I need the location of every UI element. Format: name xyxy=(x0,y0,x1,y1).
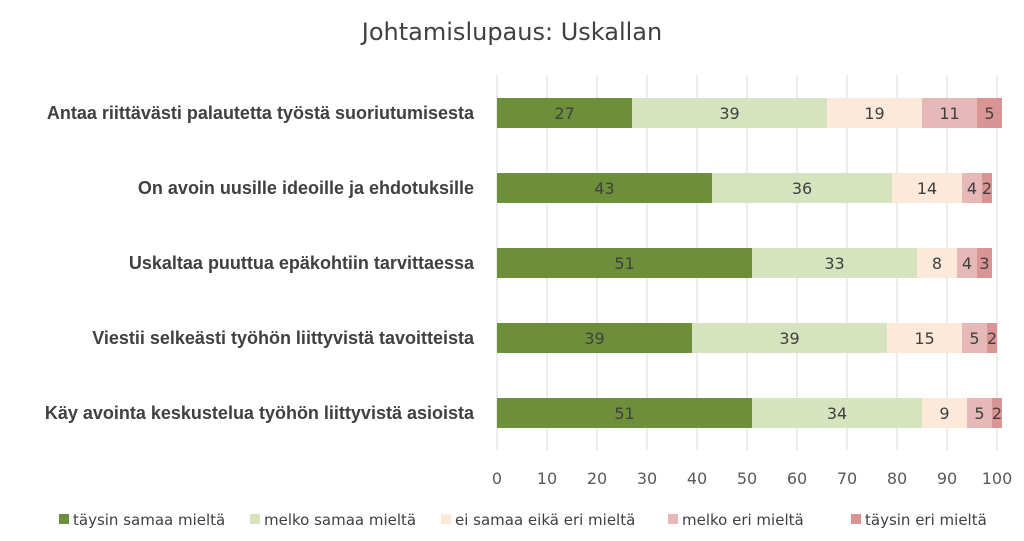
x-axis-ticks: 0 10 20 30 40 50 60 70 80 90 100 xyxy=(492,469,1012,488)
x-tick-label: 50 xyxy=(737,469,757,488)
legend-label: täysin samaa mieltä xyxy=(73,511,225,529)
data-label: 3 xyxy=(979,254,989,273)
legend-swatch xyxy=(250,514,260,524)
bar-segment xyxy=(992,398,1002,428)
data-label: 39 xyxy=(779,329,799,348)
bar-segment xyxy=(917,248,957,278)
data-label: 4 xyxy=(962,254,972,273)
data-label: 36 xyxy=(792,179,812,198)
bar-segment xyxy=(752,248,917,278)
data-label: 5 xyxy=(969,329,979,348)
data-label: 2 xyxy=(992,404,1002,423)
category-label: Uskaltaa puuttua epäkohtiin tarvittaessa xyxy=(129,253,475,273)
data-label: 27 xyxy=(554,104,574,123)
x-tick-label: 0 xyxy=(492,469,502,488)
bar-segment xyxy=(967,398,992,428)
x-tick-label: 20 xyxy=(587,469,607,488)
data-label: 34 xyxy=(827,404,847,423)
x-tick-label: 70 xyxy=(837,469,857,488)
x-tick-label: 30 xyxy=(637,469,657,488)
bar-segment xyxy=(982,173,992,203)
x-tick-label: 10 xyxy=(537,469,557,488)
bar-segment xyxy=(497,248,752,278)
data-label: 5 xyxy=(974,404,984,423)
category-label: On avoin uusille ideoille ja ehdotuksill… xyxy=(138,178,474,198)
bar-segment xyxy=(922,398,967,428)
bar-segment xyxy=(922,98,977,128)
data-label: 19 xyxy=(864,104,884,123)
bar-segment xyxy=(497,98,632,128)
data-label: 33 xyxy=(824,254,844,273)
bar-segment xyxy=(962,323,987,353)
legend-swatch xyxy=(59,514,69,524)
bar-segment xyxy=(977,248,992,278)
legend: täysin samaa mieltä melko samaa mieltä ei … xyxy=(59,511,987,529)
x-tick-label: 80 xyxy=(887,469,907,488)
data-label: 51 xyxy=(614,254,634,273)
legend-swatch xyxy=(851,514,861,524)
bars: 27 39 19 11 543 36 14 4 251 33 8 4 339 39 15 5 251 34 9 5 2 xyxy=(497,98,1002,428)
chart-title: Johtamislupaus: Uskallan xyxy=(360,18,662,46)
bar-segment xyxy=(977,98,1002,128)
legend-label: melko samaa mieltä xyxy=(264,511,416,529)
category-label: Käy avointa keskustelua työhön liittyvis… xyxy=(45,403,475,423)
x-tick-label: 60 xyxy=(787,469,807,488)
bar-segment xyxy=(497,323,692,353)
data-label: 39 xyxy=(719,104,739,123)
bar-segment xyxy=(497,173,712,203)
legend-label: täysin eri mieltä xyxy=(865,511,987,529)
bar-segment xyxy=(712,173,892,203)
bar-segment xyxy=(752,398,922,428)
x-tick-label: 90 xyxy=(937,469,957,488)
data-label: 5 xyxy=(984,104,994,123)
data-label: 15 xyxy=(914,329,934,348)
bar-segment xyxy=(497,398,752,428)
category-label: Viestii selkeästi työhön liittyvistä tav… xyxy=(92,328,475,348)
legend-swatch xyxy=(668,514,678,524)
x-tick-label: 100 xyxy=(982,469,1013,488)
bar-segment xyxy=(632,98,827,128)
bar-segment xyxy=(987,323,997,353)
data-label: 9 xyxy=(939,404,949,423)
data-label: 2 xyxy=(982,179,992,198)
data-label: 4 xyxy=(967,179,977,198)
data-label: 43 xyxy=(594,179,614,198)
data-label: 8 xyxy=(932,254,942,273)
data-label: 14 xyxy=(917,179,937,198)
category-labels: Antaa riittävästi palautetta työstä suor… xyxy=(45,103,475,423)
data-label: 2 xyxy=(987,329,997,348)
bar-segment xyxy=(827,98,922,128)
bar-segment xyxy=(887,323,962,353)
legend-label: ei samaa eikä eri mieltä xyxy=(455,511,635,529)
data-label: 11 xyxy=(939,104,959,123)
bar-segment xyxy=(962,173,982,203)
data-label: 51 xyxy=(614,404,634,423)
data-label: 39 xyxy=(584,329,604,348)
x-tick-label: 40 xyxy=(687,469,707,488)
bar-segment xyxy=(692,323,887,353)
category-label: Antaa riittävästi palautetta työstä suor… xyxy=(47,103,475,123)
bar-segment xyxy=(957,248,977,278)
bar-segment xyxy=(892,173,962,203)
legend-label: melko eri mieltä xyxy=(682,511,804,529)
legend-swatch xyxy=(441,514,451,524)
